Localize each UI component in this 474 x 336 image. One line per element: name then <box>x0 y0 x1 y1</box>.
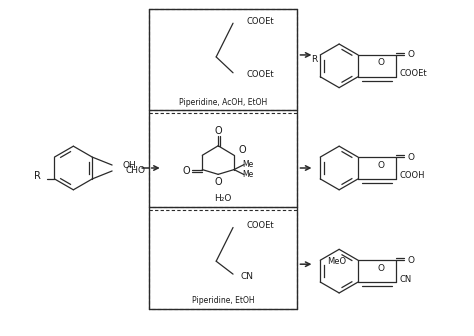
Text: MeO: MeO <box>328 257 346 266</box>
Text: COOEt: COOEt <box>247 221 274 230</box>
Text: R: R <box>311 55 318 65</box>
Text: O: O <box>407 50 414 59</box>
Text: Me: Me <box>242 160 254 169</box>
Text: O: O <box>182 166 190 176</box>
Text: Me: Me <box>242 170 254 179</box>
Text: CN: CN <box>400 275 412 284</box>
Text: O: O <box>407 153 414 162</box>
Text: O: O <box>214 126 222 136</box>
Text: CN: CN <box>241 271 254 281</box>
Text: COOEt: COOEt <box>247 70 274 79</box>
Text: R: R <box>34 171 41 181</box>
Text: COOEt: COOEt <box>247 17 274 26</box>
Text: CHO: CHO <box>126 166 146 175</box>
Text: O: O <box>378 58 385 68</box>
Text: H₂O: H₂O <box>214 194 232 203</box>
Text: O: O <box>214 177 222 187</box>
Text: O: O <box>238 145 246 155</box>
Text: Piperidine, EtOH: Piperidine, EtOH <box>192 296 255 305</box>
Text: COOH: COOH <box>400 171 425 180</box>
Text: Piperidine, AcOH, EtOH: Piperidine, AcOH, EtOH <box>179 98 267 107</box>
Text: OH: OH <box>122 161 136 170</box>
Text: O: O <box>378 161 385 170</box>
Text: O: O <box>378 264 385 273</box>
Text: COOEt: COOEt <box>400 69 428 78</box>
Text: O: O <box>407 256 414 265</box>
